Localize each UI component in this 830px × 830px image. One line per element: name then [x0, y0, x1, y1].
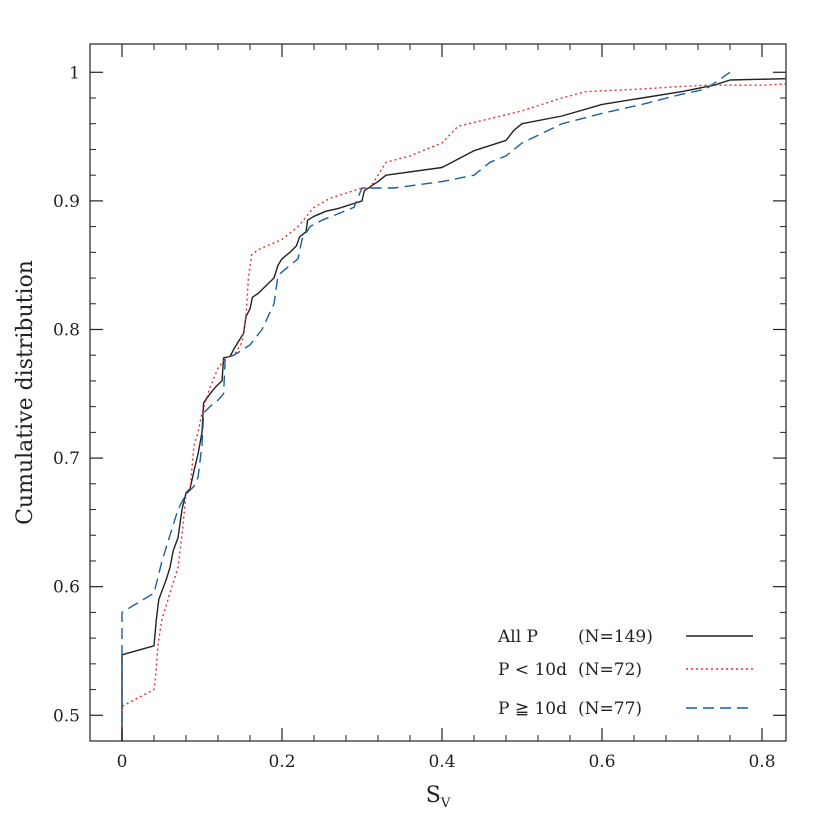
plot-frame [89, 43, 787, 742]
legend-count: (N=72) [578, 660, 642, 680]
legend-label: All P [497, 627, 538, 647]
series-line-dashed [121, 71, 731, 741]
x-tick-label: 0.8 [748, 752, 775, 772]
series-layer [121, 71, 787, 741]
y-tick-label: 1 [69, 63, 80, 83]
y-tick-label: 0.7 [53, 449, 80, 469]
series-line-solid [121, 78, 787, 741]
ticks-layer: 0 0.2 0.4 0.6 0.8 0.5 0.6 0.7 0.8 0.9 1 [53, 44, 786, 772]
x-tick-label: 0 [117, 752, 128, 772]
legend: All P (N=149) P < 10d (N=72) P ≧ 10d (N=77) [497, 627, 753, 719]
y-axis-title: Cumulative distribution [13, 260, 38, 525]
legend-label: P ≧ 10d [498, 699, 567, 719]
legend-label: P < 10d [498, 660, 567, 680]
x-tick-label: 0.4 [428, 752, 455, 772]
x-axis-title-main: S [426, 783, 441, 808]
legend-count: (N=77) [578, 699, 642, 719]
x-axis-title: SV [426, 783, 451, 811]
x-axis-title-subscript: V [440, 796, 451, 811]
x-tick-label: 0.2 [268, 752, 295, 772]
y-tick-label: 0.8 [53, 320, 80, 340]
y-tick-label: 0.6 [53, 578, 80, 598]
series-line-dotted [121, 83, 787, 741]
legend-count: (N=149) [578, 627, 653, 647]
x-tick-label: 0.6 [588, 752, 615, 772]
y-tick-label: 0.5 [53, 706, 80, 726]
y-tick-label: 0.9 [53, 192, 80, 212]
